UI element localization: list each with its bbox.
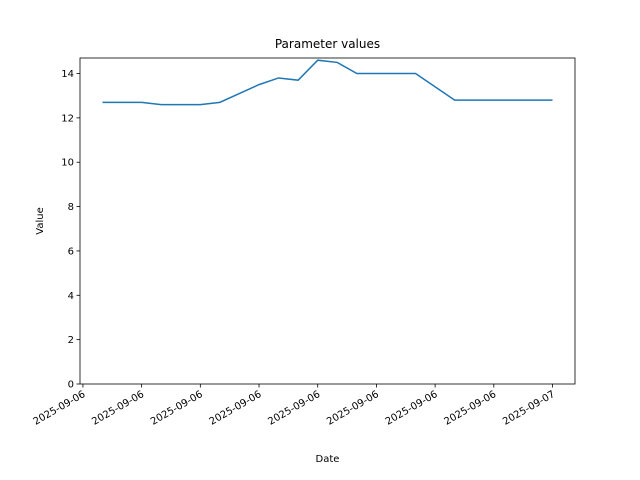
y-axis-label: Value <box>35 207 46 234</box>
plot-frame <box>79 57 576 385</box>
y-tick-label: 14 <box>61 69 74 80</box>
y-tick-label: 2 <box>68 335 74 346</box>
y-tick-label: 8 <box>68 202 74 213</box>
y-tick-label: 10 <box>61 158 74 169</box>
y-tick-label: 0 <box>68 380 74 391</box>
line-series <box>102 59 553 106</box>
chart-title: Parameter values <box>275 37 380 51</box>
y-tick-label: 6 <box>68 246 74 257</box>
y-tick-label: 4 <box>68 291 74 302</box>
y-tick-label: 12 <box>61 113 74 124</box>
x-axis-label: Date <box>316 454 340 465</box>
